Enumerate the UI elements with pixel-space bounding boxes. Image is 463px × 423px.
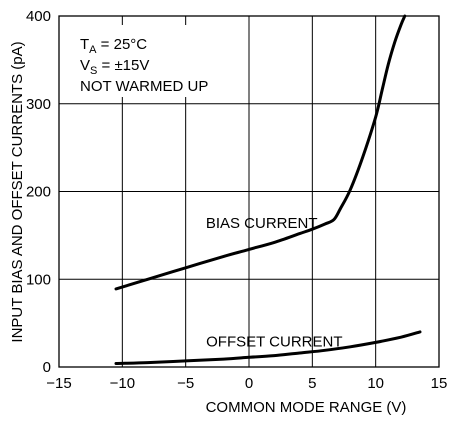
curve-layer <box>114 14 422 365</box>
x-tick-label-5: 10 <box>367 375 384 392</box>
annotation-temperature: TA = 25°C <box>80 36 147 56</box>
annotation-warmup: NOT WARMED UP <box>80 78 208 95</box>
x-axis-label: COMMON MODE RANGE (V) <box>206 399 407 416</box>
y-tick-label-1: 100 <box>26 271 51 288</box>
x-tick-label-0: −15 <box>46 375 71 392</box>
x-tick-label-4: 5 <box>308 375 316 392</box>
conditions-annotation: TA = 25°C VS = ±15V NOT WARMED UP <box>68 25 228 97</box>
offset-current-label: OFFSET CURRENT <box>206 334 342 351</box>
annotation-supply-voltage: VS = ±15V <box>80 57 149 77</box>
y-tick-label-0: 0 <box>43 359 51 376</box>
plot-frame <box>58 15 440 368</box>
bias-current-label: BIAS CURRENT <box>206 215 318 232</box>
y-tick-label-2: 200 <box>26 184 51 201</box>
bias-current-curve <box>114 14 407 291</box>
y-tick-label-3: 300 <box>26 96 51 113</box>
x-tick-label-6: 15 <box>431 375 448 392</box>
annotation-background <box>68 25 228 97</box>
y-tick-label-4: 400 <box>26 8 51 25</box>
y-tick-labels: 0 100 200 300 400 <box>26 8 51 376</box>
x-tick-labels: −15 −10 −5 0 5 10 15 <box>46 375 447 392</box>
y-axis-label: INPUT BIAS AND OFFSET CURRENTS (pA) <box>9 41 26 342</box>
offset-current-curve <box>114 330 422 365</box>
x-tick-label-1: −10 <box>110 375 135 392</box>
x-tick-label-3: 0 <box>245 375 253 392</box>
series-label-layer: BIAS CURRENT OFFSET CURRENT <box>206 215 343 350</box>
x-tick-label-2: −5 <box>177 375 194 392</box>
